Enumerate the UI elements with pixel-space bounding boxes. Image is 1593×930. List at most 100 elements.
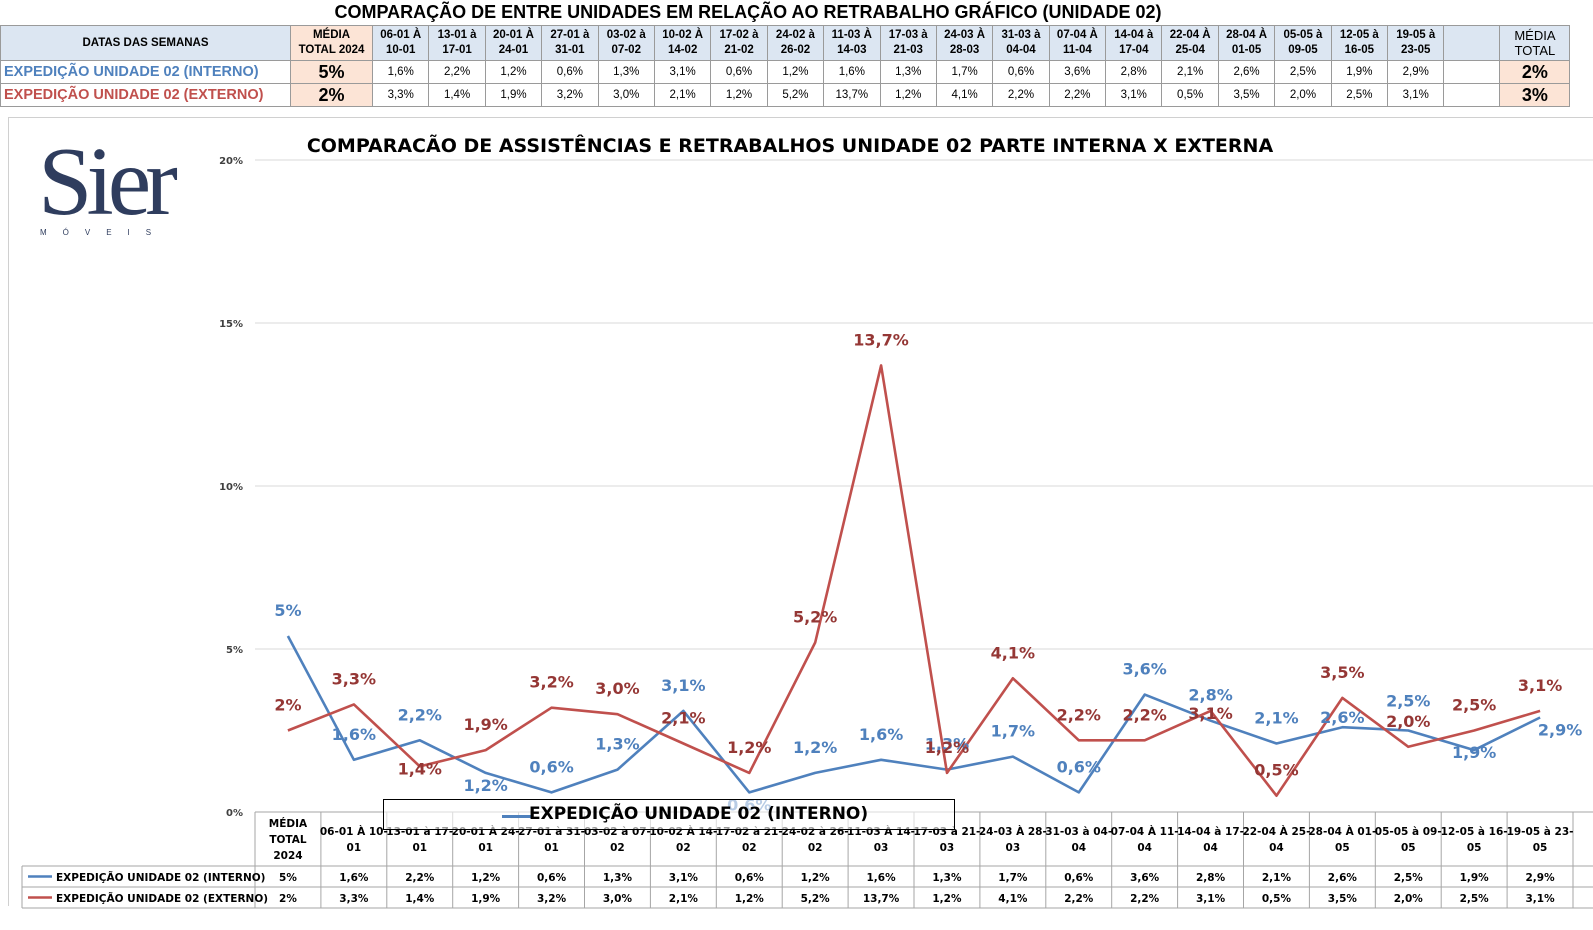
table-value: 2,0% <box>1394 893 1424 905</box>
data-label: 1,6% <box>859 725 903 744</box>
chart-title: COMPARACÃO DE ASSISTÊNCIAS E RETRABALHOS… <box>307 133 1274 157</box>
data-label: 1,2% <box>727 738 771 757</box>
data-label: 2,9% <box>1538 720 1582 739</box>
logo-wordmark: Sier <box>38 128 178 236</box>
header-media-total-line: TOTAL <box>1514 43 1556 58</box>
header-week-line: 22-04 À <box>1169 29 1211 41</box>
header-week-line: 20-01 À <box>493 29 534 41</box>
header-week: 03-02 à 07-02 <box>597 25 655 61</box>
table-value: 1,3% <box>932 872 962 884</box>
header-week-line: 17-02 à <box>719 29 759 41</box>
legend-label: EXPEDIÇÃO UNIDADE 02 (INTERNO) <box>529 804 869 824</box>
row-week-value: 3,6% <box>1048 60 1107 84</box>
header-week-line: 03-02 à <box>606 29 646 41</box>
row-week-value: 5,2% <box>766 83 825 107</box>
table-series-name: EXPEDIÇÃO UNIDADE 02 (INTERNO) <box>56 871 265 884</box>
data-label: 1,4% <box>398 759 442 778</box>
header-blank <box>1443 25 1501 61</box>
row-week-value: 1,4% <box>428 83 486 107</box>
table-value: 2,2% <box>405 872 435 884</box>
data-label: 3,6% <box>1122 660 1166 679</box>
table-value: 5,2% <box>801 893 831 905</box>
x-category-label: 04 <box>1203 842 1218 854</box>
header-week-line: 05-05 à <box>1283 29 1323 41</box>
header-week: 22-04 À 25-04 <box>1161 25 1219 61</box>
table-value: 1,6% <box>866 872 896 884</box>
table-value: 1,9% <box>471 893 501 905</box>
row-week-value: 3,5% <box>1217 83 1276 107</box>
table-value: 1,4% <box>405 893 435 905</box>
header-week-line: 09-05 <box>1288 44 1318 56</box>
header-week-line: 24-03 À <box>944 29 986 41</box>
table-value: 1,9% <box>1460 872 1490 884</box>
header-week-line: 23-05 <box>1401 44 1431 56</box>
table-value: 2,1% <box>1262 872 1292 884</box>
x-category-label: 05 <box>1401 842 1416 854</box>
data-label: 1,2% <box>793 738 837 757</box>
header-week: 19-05 à 23-05 <box>1387 25 1445 61</box>
data-label: 2,6% <box>1320 708 1364 727</box>
table-series-name: EXPEDIÇÃO UNIDADE 02 (EXTERNO) <box>56 892 268 905</box>
x-category-label: 01 <box>544 842 559 854</box>
x-category-label: 31-03 à 04- <box>1045 826 1112 838</box>
table-value: 1,7% <box>998 872 1028 884</box>
data-label: 2,1% <box>1254 709 1298 728</box>
series-line-externo <box>287 364 1541 798</box>
data-label: 1,7% <box>991 722 1035 741</box>
x-category-label: 01 <box>412 842 427 854</box>
header-week-line: 21-02 <box>724 44 754 56</box>
sier-logo: Sier MÓVEIS <box>38 130 198 240</box>
x-category-label: 05 <box>1533 842 1548 854</box>
x-category-label: 01 <box>347 842 362 854</box>
x-category-label: 03 <box>940 842 955 854</box>
row-week-value: 2,1% <box>1161 60 1219 84</box>
x-category-label: 03 <box>1006 842 1021 854</box>
row-label: EXPEDIÇÃO UNIDADE 02 (EXTERNO) <box>0 83 291 107</box>
header-week: 17-02 à 21-02 <box>710 25 768 61</box>
header-week: 11-03 À 14-03 <box>823 25 881 61</box>
header-week-line: 31-03 à <box>1001 29 1041 41</box>
header-week: 10-02 À 14-02 <box>653 25 712 61</box>
header-week-line: 14-02 <box>667 44 698 56</box>
header-week-line: 04-04 <box>1006 44 1036 56</box>
data-label: 3,2% <box>529 673 573 692</box>
x-category-label: 24-03 À 28- <box>979 825 1047 838</box>
table-value: 0,6% <box>537 872 567 884</box>
y-tick-label: 5% <box>226 645 243 656</box>
table-value: 13,7% <box>863 893 900 905</box>
header-week-line: 31-01 <box>555 44 585 56</box>
header-week-line: 26-02 <box>780 44 811 56</box>
data-label: 5,2% <box>793 607 837 626</box>
data-label: 3,1% <box>1518 676 1562 695</box>
header-week-line: 28-03 <box>949 44 980 56</box>
data-label: 1,2% <box>925 738 969 757</box>
header-week: 20-01 À 24-01 <box>484 25 543 61</box>
header-week-line: 13-01 à <box>437 29 477 41</box>
header-media-total-line: MÉDIA <box>1514 28 1556 43</box>
data-label: 2,5% <box>1386 692 1430 711</box>
table-value: 4,1% <box>998 893 1028 905</box>
x-category-label: 02 <box>742 842 757 854</box>
x-category-label: 07-04 À 11- <box>1111 825 1179 838</box>
data-label: 2,5% <box>1452 696 1496 715</box>
table-value: 2,2% <box>1130 893 1160 905</box>
row-week-value: 3,1% <box>653 60 712 84</box>
x-category-label: 03 <box>874 842 889 854</box>
table-value: 0,6% <box>735 872 765 884</box>
header-week-line: 06-01 À <box>380 29 422 41</box>
chart-frame <box>8 117 1593 906</box>
x-category-label: MÉDIA <box>269 817 308 830</box>
header-avg-total-2024-line: TOTAL 2024 <box>298 44 365 56</box>
header-avg-total-2024-line: MÉDIA <box>312 29 351 41</box>
row-week-value: 1,9% <box>484 83 543 107</box>
table-value: 2,6% <box>1328 872 1358 884</box>
table-value: 2,2% <box>1064 893 1094 905</box>
table-value: 3,3% <box>339 893 369 905</box>
header-week: 24-02 à 26-02 <box>766 25 825 61</box>
data-label: 2% <box>274 696 301 715</box>
row-media-total: 2% <box>1499 60 1571 84</box>
table-value: 1,2% <box>735 893 765 905</box>
data-label: 3,1% <box>661 676 705 695</box>
header-week-line: 17-04 <box>1119 44 1149 56</box>
